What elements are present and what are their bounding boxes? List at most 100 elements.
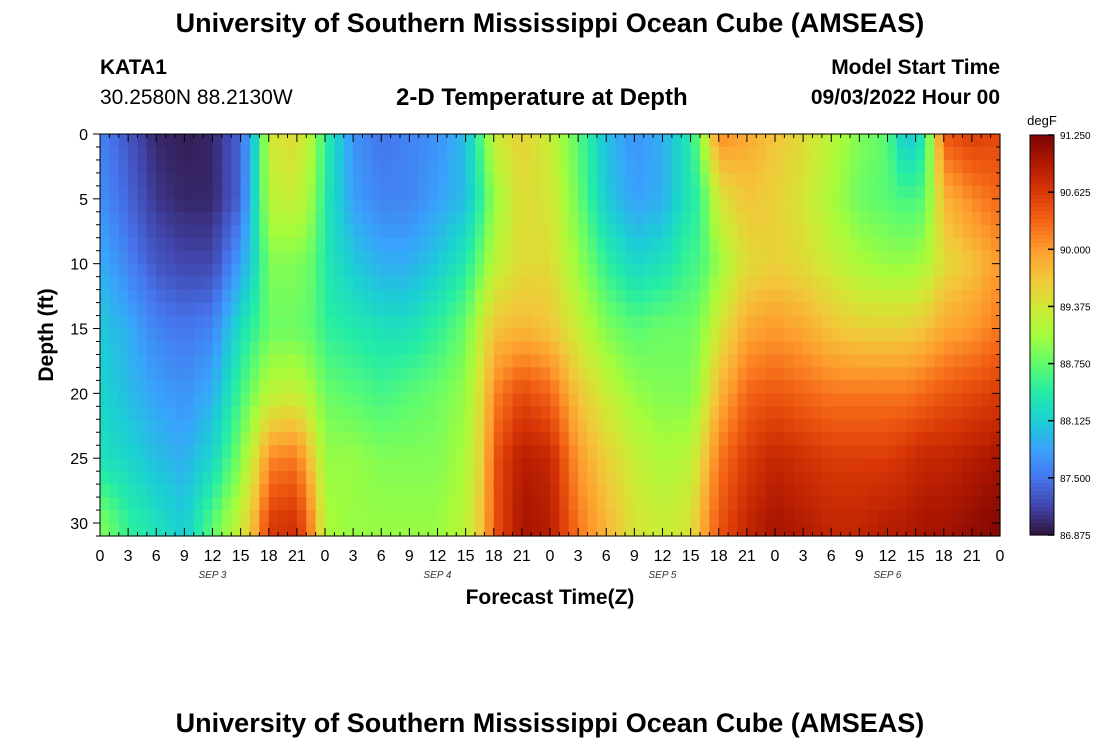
colorbar-cell	[1030, 439, 1054, 444]
heatmap-cell	[325, 276, 335, 291]
heatmap-cell	[446, 367, 457, 381]
heatmap-cell	[437, 445, 448, 459]
heatmap-cell	[775, 380, 785, 394]
heatmap-cell	[203, 341, 214, 356]
heatmap-cell	[784, 250, 795, 265]
heatmap-cell	[850, 185, 860, 200]
heatmap-cell	[765, 367, 776, 381]
heatmap-cell	[962, 237, 973, 252]
heatmap-cell	[990, 406, 1001, 420]
heatmap-cell	[193, 445, 204, 459]
heatmap-cell	[550, 510, 560, 524]
heatmap-cell	[821, 484, 832, 498]
heatmap-cell	[512, 328, 523, 343]
heatmap-cell	[943, 185, 954, 200]
heatmap-cell	[128, 419, 139, 433]
heatmap-cell	[315, 146, 326, 161]
heatmap-cell	[737, 497, 748, 511]
heatmap-cell	[653, 302, 664, 317]
heatmap-cell	[540, 432, 551, 446]
heatmap-cell	[671, 289, 682, 304]
heatmap-cell	[662, 432, 673, 446]
heatmap-cell	[306, 198, 317, 213]
heatmap-cell	[943, 315, 954, 330]
heatmap-cell	[109, 367, 120, 381]
heatmap-cell	[831, 289, 842, 304]
heatmap-cell	[428, 419, 439, 433]
heatmap-cell	[700, 211, 710, 226]
heatmap-cell	[943, 393, 954, 407]
heatmap-cell	[484, 250, 495, 265]
heatmap-cell	[915, 289, 926, 304]
heatmap-cell	[859, 302, 870, 317]
heatmap-cell	[681, 315, 692, 330]
heatmap-cell	[306, 497, 317, 511]
heatmap-cell	[737, 146, 748, 161]
heatmap-cell	[915, 341, 926, 356]
heatmap-cell	[203, 146, 214, 161]
heatmap-cell	[343, 341, 354, 356]
heatmap-cell	[259, 237, 270, 252]
heatmap-cell	[625, 458, 635, 472]
heatmap-cell	[390, 393, 401, 407]
heatmap-cell	[962, 302, 973, 317]
heatmap-cell	[521, 406, 532, 420]
heatmap-cell	[306, 341, 317, 356]
heatmap-cell	[821, 276, 832, 291]
heatmap-cell	[381, 354, 392, 369]
heatmap-cell	[662, 341, 673, 356]
heatmap-cell	[268, 302, 279, 317]
heatmap-cell	[278, 276, 289, 291]
heatmap-cell	[203, 159, 214, 174]
heatmap-cell	[559, 393, 570, 407]
heatmap-cell	[662, 458, 673, 472]
heatmap-cell	[625, 315, 635, 330]
heatmap-cell	[990, 328, 1001, 343]
heatmap-cell	[212, 263, 223, 278]
heatmap-cell	[634, 445, 645, 459]
heatmap-cell	[971, 146, 982, 161]
heatmap-cell	[315, 237, 326, 252]
heatmap-cell	[718, 471, 729, 485]
heatmap-cell	[137, 250, 148, 265]
heatmap-cell	[203, 458, 214, 472]
heatmap-cell	[971, 432, 982, 446]
heatmap-cell	[118, 328, 129, 343]
heatmap-cell	[128, 211, 139, 226]
heatmap-cell	[765, 523, 776, 537]
heatmap-cell	[259, 445, 270, 459]
heatmap-cell	[493, 484, 504, 498]
heatmap-cell	[953, 510, 964, 524]
heatmap-cell	[296, 328, 307, 343]
heatmap-cell	[268, 185, 279, 200]
heatmap-cell	[531, 393, 542, 407]
heatmap-cell	[137, 276, 148, 291]
x-tick-label: 6	[377, 548, 386, 565]
heatmap-cell	[765, 497, 776, 511]
heatmap-cell	[775, 471, 785, 485]
heatmap-cell	[718, 497, 729, 511]
heatmap-cell	[746, 380, 757, 394]
heatmap-cell	[353, 211, 364, 226]
heatmap-cell	[409, 302, 420, 317]
heatmap-cell	[793, 211, 804, 226]
heatmap-cell	[193, 159, 204, 174]
heatmap-cell	[212, 224, 223, 239]
heatmap-cell	[540, 134, 551, 148]
heatmap-cell	[700, 185, 710, 200]
heatmap-cell	[953, 198, 964, 213]
heatmap-cell	[521, 172, 532, 187]
heatmap-cell	[437, 367, 448, 381]
heatmap-cell	[493, 380, 504, 394]
heatmap-cell	[953, 484, 964, 498]
heatmap-cell	[681, 367, 692, 381]
heatmap-cell	[231, 497, 242, 511]
colorbar-cell	[1030, 267, 1054, 272]
heatmap-cell	[315, 341, 326, 356]
heatmap-cell	[915, 237, 926, 252]
heatmap-cell	[859, 419, 870, 433]
heatmap-cell	[512, 185, 523, 200]
x-tick-label: 15	[907, 548, 925, 565]
heatmap-cell	[465, 224, 476, 239]
heatmap-cell	[728, 393, 739, 407]
